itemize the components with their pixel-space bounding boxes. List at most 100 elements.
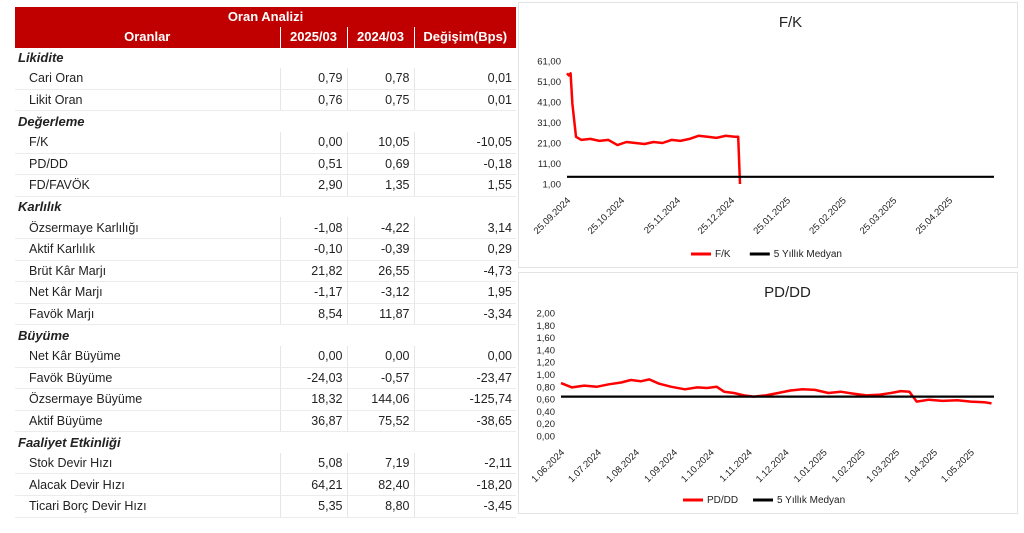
section-row: Büyüme — [15, 325, 516, 346]
row-label: Aktif Karlılık — [15, 238, 280, 261]
section-title: Büyüme — [18, 327, 70, 343]
table-header-row: Oranlar 2025/03 2024/03 Değişim(Bps) — [15, 27, 516, 48]
x-tick-label: 1.08.2024 — [604, 447, 642, 485]
table-row: Net Kâr Marjı -1,17 -3,12 1,95 — [15, 281, 516, 304]
pe-ratio-chart: F/K 61,00 51,00 41,00 31,00 21,00 11,00 1,00 25.… — [532, 14, 994, 260]
value-2025-03: 0,51 — [279, 153, 347, 176]
y-tick-label: 2,00 — [537, 309, 556, 320]
x-tick-label: 25.11.2024 — [642, 195, 683, 236]
row-label: Ticari Borç Devir Hızı — [15, 495, 280, 518]
x-tick-label: 25.12.2024 — [696, 195, 737, 236]
row-label: F/K — [15, 131, 280, 154]
y-tick-label: 1,00 — [537, 370, 556, 381]
row-label: Aktif Büyüme — [15, 410, 280, 433]
value-2024-03: 0,00 — [346, 345, 414, 368]
table-row: F/K 0,00 10,05 -10,05 — [15, 131, 516, 154]
y-tick-label: 0,80 — [537, 382, 556, 393]
y-tick-label: 0,40 — [537, 407, 556, 418]
x-tick-label: 1.04.2025 — [902, 447, 940, 485]
value-change: -3,45 — [413, 495, 516, 518]
value-2024-03: 26,55 — [346, 260, 414, 283]
x-tick-label: 1.01.2025 — [792, 447, 830, 485]
value-2025-03: 64,21 — [279, 473, 347, 497]
y-tick-label: 31,00 — [537, 118, 561, 129]
table-title: Oran Analizi — [15, 7, 516, 27]
value-2024-03: 10,05 — [346, 131, 414, 154]
table-row: Ticari Borç Devir Hızı 5,35 8,80 -3,45 — [15, 495, 516, 518]
x-tick-label: 25.01.2025 — [752, 195, 793, 236]
value-change: 3,14 — [413, 217, 516, 239]
y-tick-label: 1,60 — [537, 333, 556, 344]
section-row: Değerleme — [15, 111, 516, 132]
y-tick-label: 0,00 — [537, 432, 556, 443]
ratio-analysis-table: Oran Analizi Oranlar 2025/03 2024/03 Değ… — [15, 7, 516, 518]
legend-label-median: 5 Yıllık Medyan — [777, 495, 845, 506]
value-2024-03: -4,22 — [346, 217, 414, 239]
value-change: -2,11 — [413, 452, 516, 475]
y-tick-label: 11,00 — [538, 159, 561, 170]
value-2025-03: 0,00 — [279, 131, 347, 154]
value-2024-03: 0,75 — [346, 89, 414, 112]
pb-ratio-chart: PD/DD 2,001,801,601,40 1,201,000,80 0,600,4… — [529, 284, 994, 506]
x-tick-label: 25.02.2025 — [807, 195, 848, 236]
y-tick-label: 0,60 — [537, 395, 556, 406]
column-header-2025-03: 2025/03 — [279, 27, 347, 48]
x-tick-label: 1.03.2025 — [864, 447, 902, 485]
table-row: Stok Devir Hızı 5,08 7,19 -2,11 — [15, 452, 516, 475]
value-change: -4,73 — [413, 260, 516, 283]
value-2025-03: -0,10 — [279, 238, 347, 261]
section-title: Likidite — [18, 49, 64, 65]
table-row: FD/FAVÖK 2,90 1,35 1,55 — [15, 174, 516, 197]
table-row: Aktif Karlılık -0,10 -0,39 0,29 — [15, 238, 516, 261]
value-change: 0,00 — [413, 345, 516, 368]
y-tick-label: 41,00 — [537, 98, 561, 109]
value-2025-03: 0,00 — [279, 345, 347, 368]
legend-label-ratio: PD/DD — [707, 495, 738, 506]
y-tick-label: 1,80 — [537, 321, 556, 332]
y-tick-label: 51,00 — [537, 77, 561, 88]
value-2024-03: 75,52 — [346, 410, 414, 433]
table-row: Net Kâr Büyüme 0,00 0,00 0,00 — [15, 345, 516, 368]
value-2024-03: 82,40 — [346, 473, 414, 497]
table-row: Özsermaye Büyüme 18,32 144,06 -125,74 — [15, 388, 516, 411]
x-tick-label: 1.12.2024 — [754, 447, 792, 485]
row-label: Stok Devir Hızı — [15, 452, 280, 475]
table-row: Cari Oran 0,79 0,78 0,01 — [15, 68, 516, 90]
value-2024-03: 7,19 — [346, 452, 414, 475]
value-2025-03: 2,90 — [279, 174, 347, 197]
value-2025-03: 36,87 — [279, 410, 347, 433]
value-2025-03: 5,35 — [279, 495, 347, 518]
y-tick-label: 0,20 — [537, 419, 556, 430]
value-2025-03: -1,17 — [279, 281, 347, 304]
row-label: Favök Büyüme — [15, 367, 280, 390]
section-row: Faaliyet Etkinliği — [15, 432, 516, 453]
row-label: Net Kâr Büyüme — [15, 345, 280, 368]
value-2024-03: -3,12 — [346, 281, 414, 304]
row-label: Brüt Kâr Marjı — [15, 260, 280, 283]
value-2025-03: -24,03 — [279, 367, 347, 390]
value-2024-03: -0,57 — [346, 367, 414, 390]
row-label: FD/FAVÖK — [15, 174, 280, 197]
value-change: 0,01 — [413, 89, 516, 112]
row-label: Özsermaye Büyüme — [15, 388, 280, 411]
value-2025-03: -1,08 — [279, 217, 347, 239]
row-label: Net Kâr Marjı — [15, 281, 280, 304]
value-change: 1,55 — [413, 174, 516, 197]
value-change: -125,74 — [413, 388, 516, 411]
value-2025-03: 0,76 — [279, 89, 347, 112]
legend-label-ratio: F/K — [715, 249, 731, 260]
section-row: Karlılık — [15, 196, 516, 217]
table-title-row: Oran Analizi — [15, 7, 516, 27]
value-2024-03: -0,39 — [346, 238, 414, 261]
ratio-analysis-table-wrap: Oran Analizi Oranlar 2025/03 2024/03 Değ… — [15, 7, 516, 518]
column-header-ratios: Oranlar — [15, 27, 280, 48]
x-tick-label: 1.09.2024 — [642, 447, 680, 485]
value-change: -23,47 — [413, 367, 516, 390]
y-tick-label: 1,20 — [537, 358, 556, 369]
row-label: Özsermaye Karlılığı — [15, 217, 280, 239]
section-title: Faaliyet Etkinliği — [18, 434, 121, 450]
column-header-2024-03: 2024/03 — [346, 27, 414, 48]
table-row: Favök Marjı 8,54 11,87 -3,34 — [15, 303, 516, 326]
table-row: Aktif Büyüme 36,87 75,52 -38,65 — [15, 410, 516, 433]
x-tick-label: 1.11.2024 — [718, 447, 755, 484]
